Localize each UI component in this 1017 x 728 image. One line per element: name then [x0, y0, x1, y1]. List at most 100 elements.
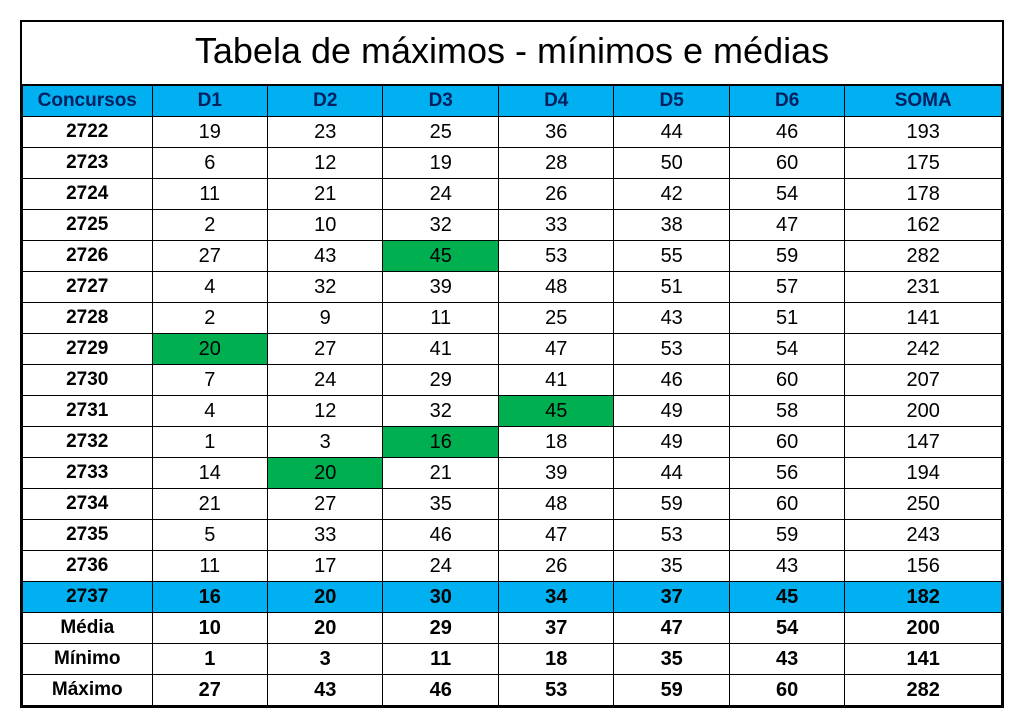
summary-cell-d4: 53: [498, 675, 613, 706]
data-cell-d6: 59: [729, 241, 844, 272]
data-cell-d5: 38: [614, 210, 729, 241]
summary-cell-d5: 47: [614, 613, 729, 644]
summary-label-cell: Mínimo: [23, 644, 153, 675]
data-cell-d2: 3: [268, 427, 383, 458]
data-cell-d1: 11: [152, 179, 267, 210]
data-cell-d4: 47: [498, 520, 613, 551]
data-cell-d3: 39: [383, 272, 498, 303]
data-cell-d2: 10: [268, 210, 383, 241]
data-cell-soma: 141: [845, 303, 1002, 334]
table-row: 273553346475359243: [23, 520, 1002, 551]
data-cell-soma: 162: [845, 210, 1002, 241]
table-row: 273141232454958200: [23, 396, 1002, 427]
data-cell-d2: 20: [268, 582, 383, 613]
table-row: 272361219285060175: [23, 148, 1002, 179]
data-cell-d5: 50: [614, 148, 729, 179]
data-cell-d1: 2: [152, 210, 267, 241]
data-cell-d2: 27: [268, 334, 383, 365]
column-header-d3: D3: [383, 86, 498, 117]
data-cell-d4: 45: [498, 396, 613, 427]
concurso-cell: 2722: [23, 117, 153, 148]
data-cell-d4: 53: [498, 241, 613, 272]
concurso-cell: 2733: [23, 458, 153, 489]
data-cell-soma: 207: [845, 365, 1002, 396]
data-cell-soma: 178: [845, 179, 1002, 210]
data-cell-d1: 5: [152, 520, 267, 551]
concurso-cell: 2723: [23, 148, 153, 179]
data-cell-d1: 7: [152, 365, 267, 396]
data-cell-d5: 35: [614, 551, 729, 582]
data-cell-d4: 26: [498, 551, 613, 582]
concurso-cell: 2736: [23, 551, 153, 582]
table-row: 273072429414660207: [23, 365, 1002, 396]
data-cell-d3: 32: [383, 396, 498, 427]
data-cell-d2: 12: [268, 396, 383, 427]
data-cell-soma: 231: [845, 272, 1002, 303]
table-row: 2726274345535559282: [23, 241, 1002, 272]
data-cell-d2: 21: [268, 179, 383, 210]
concurso-cell: 2729: [23, 334, 153, 365]
table-body: 2722192325364446193272361219285060175272…: [23, 117, 1002, 706]
data-cell-d6: 60: [729, 489, 844, 520]
data-cell-d2: 12: [268, 148, 383, 179]
data-cell-d2: 33: [268, 520, 383, 551]
data-cell-d6: 59: [729, 520, 844, 551]
data-cell-d6: 54: [729, 334, 844, 365]
data-cell-d1: 14: [152, 458, 267, 489]
table-row: 272743239485157231: [23, 272, 1002, 303]
data-cell-d4: 26: [498, 179, 613, 210]
data-cell-d6: 46: [729, 117, 844, 148]
data-cell-d5: 37: [614, 582, 729, 613]
summary-cell-d5: 59: [614, 675, 729, 706]
concurso-cell: 2728: [23, 303, 153, 334]
summary-cell-d1: 10: [152, 613, 267, 644]
data-cell-d4: 39: [498, 458, 613, 489]
data-cell-d3: 11: [383, 303, 498, 334]
data-cell-d3: 46: [383, 520, 498, 551]
data-cell-d3: 45: [383, 241, 498, 272]
data-cell-d5: 59: [614, 489, 729, 520]
data-cell-soma: 282: [845, 241, 1002, 272]
data-cell-d5: 53: [614, 334, 729, 365]
data-cell-d4: 28: [498, 148, 613, 179]
summary-label-cell: Máximo: [23, 675, 153, 706]
data-cell-d6: 47: [729, 210, 844, 241]
data-cell-d2: 32: [268, 272, 383, 303]
data-cell-d2: 43: [268, 241, 383, 272]
data-cell-d3: 16: [383, 427, 498, 458]
table-title: Tabela de máximos - mínimos e médias: [22, 22, 1002, 85]
summary-label-cell: Média: [23, 613, 153, 644]
concurso-cell: 2727: [23, 272, 153, 303]
column-header-d2: D2: [268, 86, 383, 117]
column-header-d6: D6: [729, 86, 844, 117]
data-cell-soma: 182: [845, 582, 1002, 613]
data-cell-d6: 54: [729, 179, 844, 210]
data-cell-d3: 19: [383, 148, 498, 179]
summary-cell-d3: 29: [383, 613, 498, 644]
data-cell-d4: 48: [498, 489, 613, 520]
table-row: 27321316184960147: [23, 427, 1002, 458]
data-cell-soma: 200: [845, 396, 1002, 427]
data-cell-d6: 51: [729, 303, 844, 334]
data-cell-d1: 4: [152, 272, 267, 303]
column-header-soma: SOMA: [845, 86, 1002, 117]
data-cell-d4: 25: [498, 303, 613, 334]
data-cell-d2: 9: [268, 303, 383, 334]
summary-cell-d6: 54: [729, 613, 844, 644]
data-cell-d4: 36: [498, 117, 613, 148]
data-cell-d5: 43: [614, 303, 729, 334]
data-cell-soma: 147: [845, 427, 1002, 458]
summary-row: Mínimo1311183543141: [23, 644, 1002, 675]
data-cell-d5: 42: [614, 179, 729, 210]
data-cell-soma: 194: [845, 458, 1002, 489]
summary-cell-d1: 27: [152, 675, 267, 706]
data-cell-d3: 24: [383, 551, 498, 582]
table-container: Tabela de máximos - mínimos e médias Con…: [20, 20, 1004, 708]
table-row: 2737162030343745182: [23, 582, 1002, 613]
data-cell-d3: 25: [383, 117, 498, 148]
header-row: ConcursosD1D2D3D4D5D6SOMA: [23, 86, 1002, 117]
summary-row: Média102029374754200: [23, 613, 1002, 644]
data-cell-d4: 33: [498, 210, 613, 241]
table-row: 2729202741475354242: [23, 334, 1002, 365]
data-cell-d6: 58: [729, 396, 844, 427]
